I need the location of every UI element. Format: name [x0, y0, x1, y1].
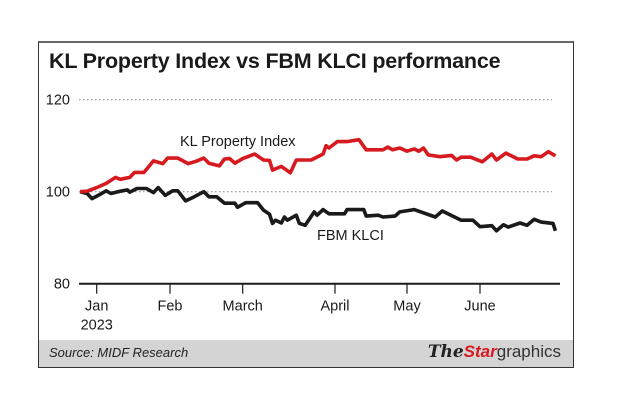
- label-kl-property-index: KL Property Index: [180, 134, 296, 150]
- x-tick-label: April: [320, 299, 349, 315]
- series-line-fbm-klci: [79, 185, 558, 233]
- x-tick-label: Jan: [85, 299, 108, 315]
- y-tick-label: 80: [54, 277, 70, 293]
- the-star-graphics-logo: TheStargraphics: [427, 342, 561, 362]
- chart-frame: KL Property Index vs FBM KLCI performanc…: [38, 41, 574, 368]
- x-tick-label: June: [464, 299, 495, 315]
- x-tick-label: Feb: [158, 299, 183, 315]
- x-tick-label: May: [393, 299, 421, 315]
- series-line-kl-property-index: [79, 137, 557, 194]
- label-fbm-klci: FBM KLCI: [317, 228, 384, 244]
- x-tick-sublabel: 2023: [81, 318, 113, 334]
- x-tick-label: March: [223, 299, 263, 315]
- source-text: Source: MIDF Research: [49, 345, 189, 360]
- y-tick-label: 100: [46, 185, 70, 201]
- y-tick-label: 120: [46, 93, 70, 109]
- chart-title: KL Property Index vs FBM KLCI performanc…: [49, 49, 501, 73]
- footer: Source: MIDF Research TheStargraphics: [39, 340, 573, 367]
